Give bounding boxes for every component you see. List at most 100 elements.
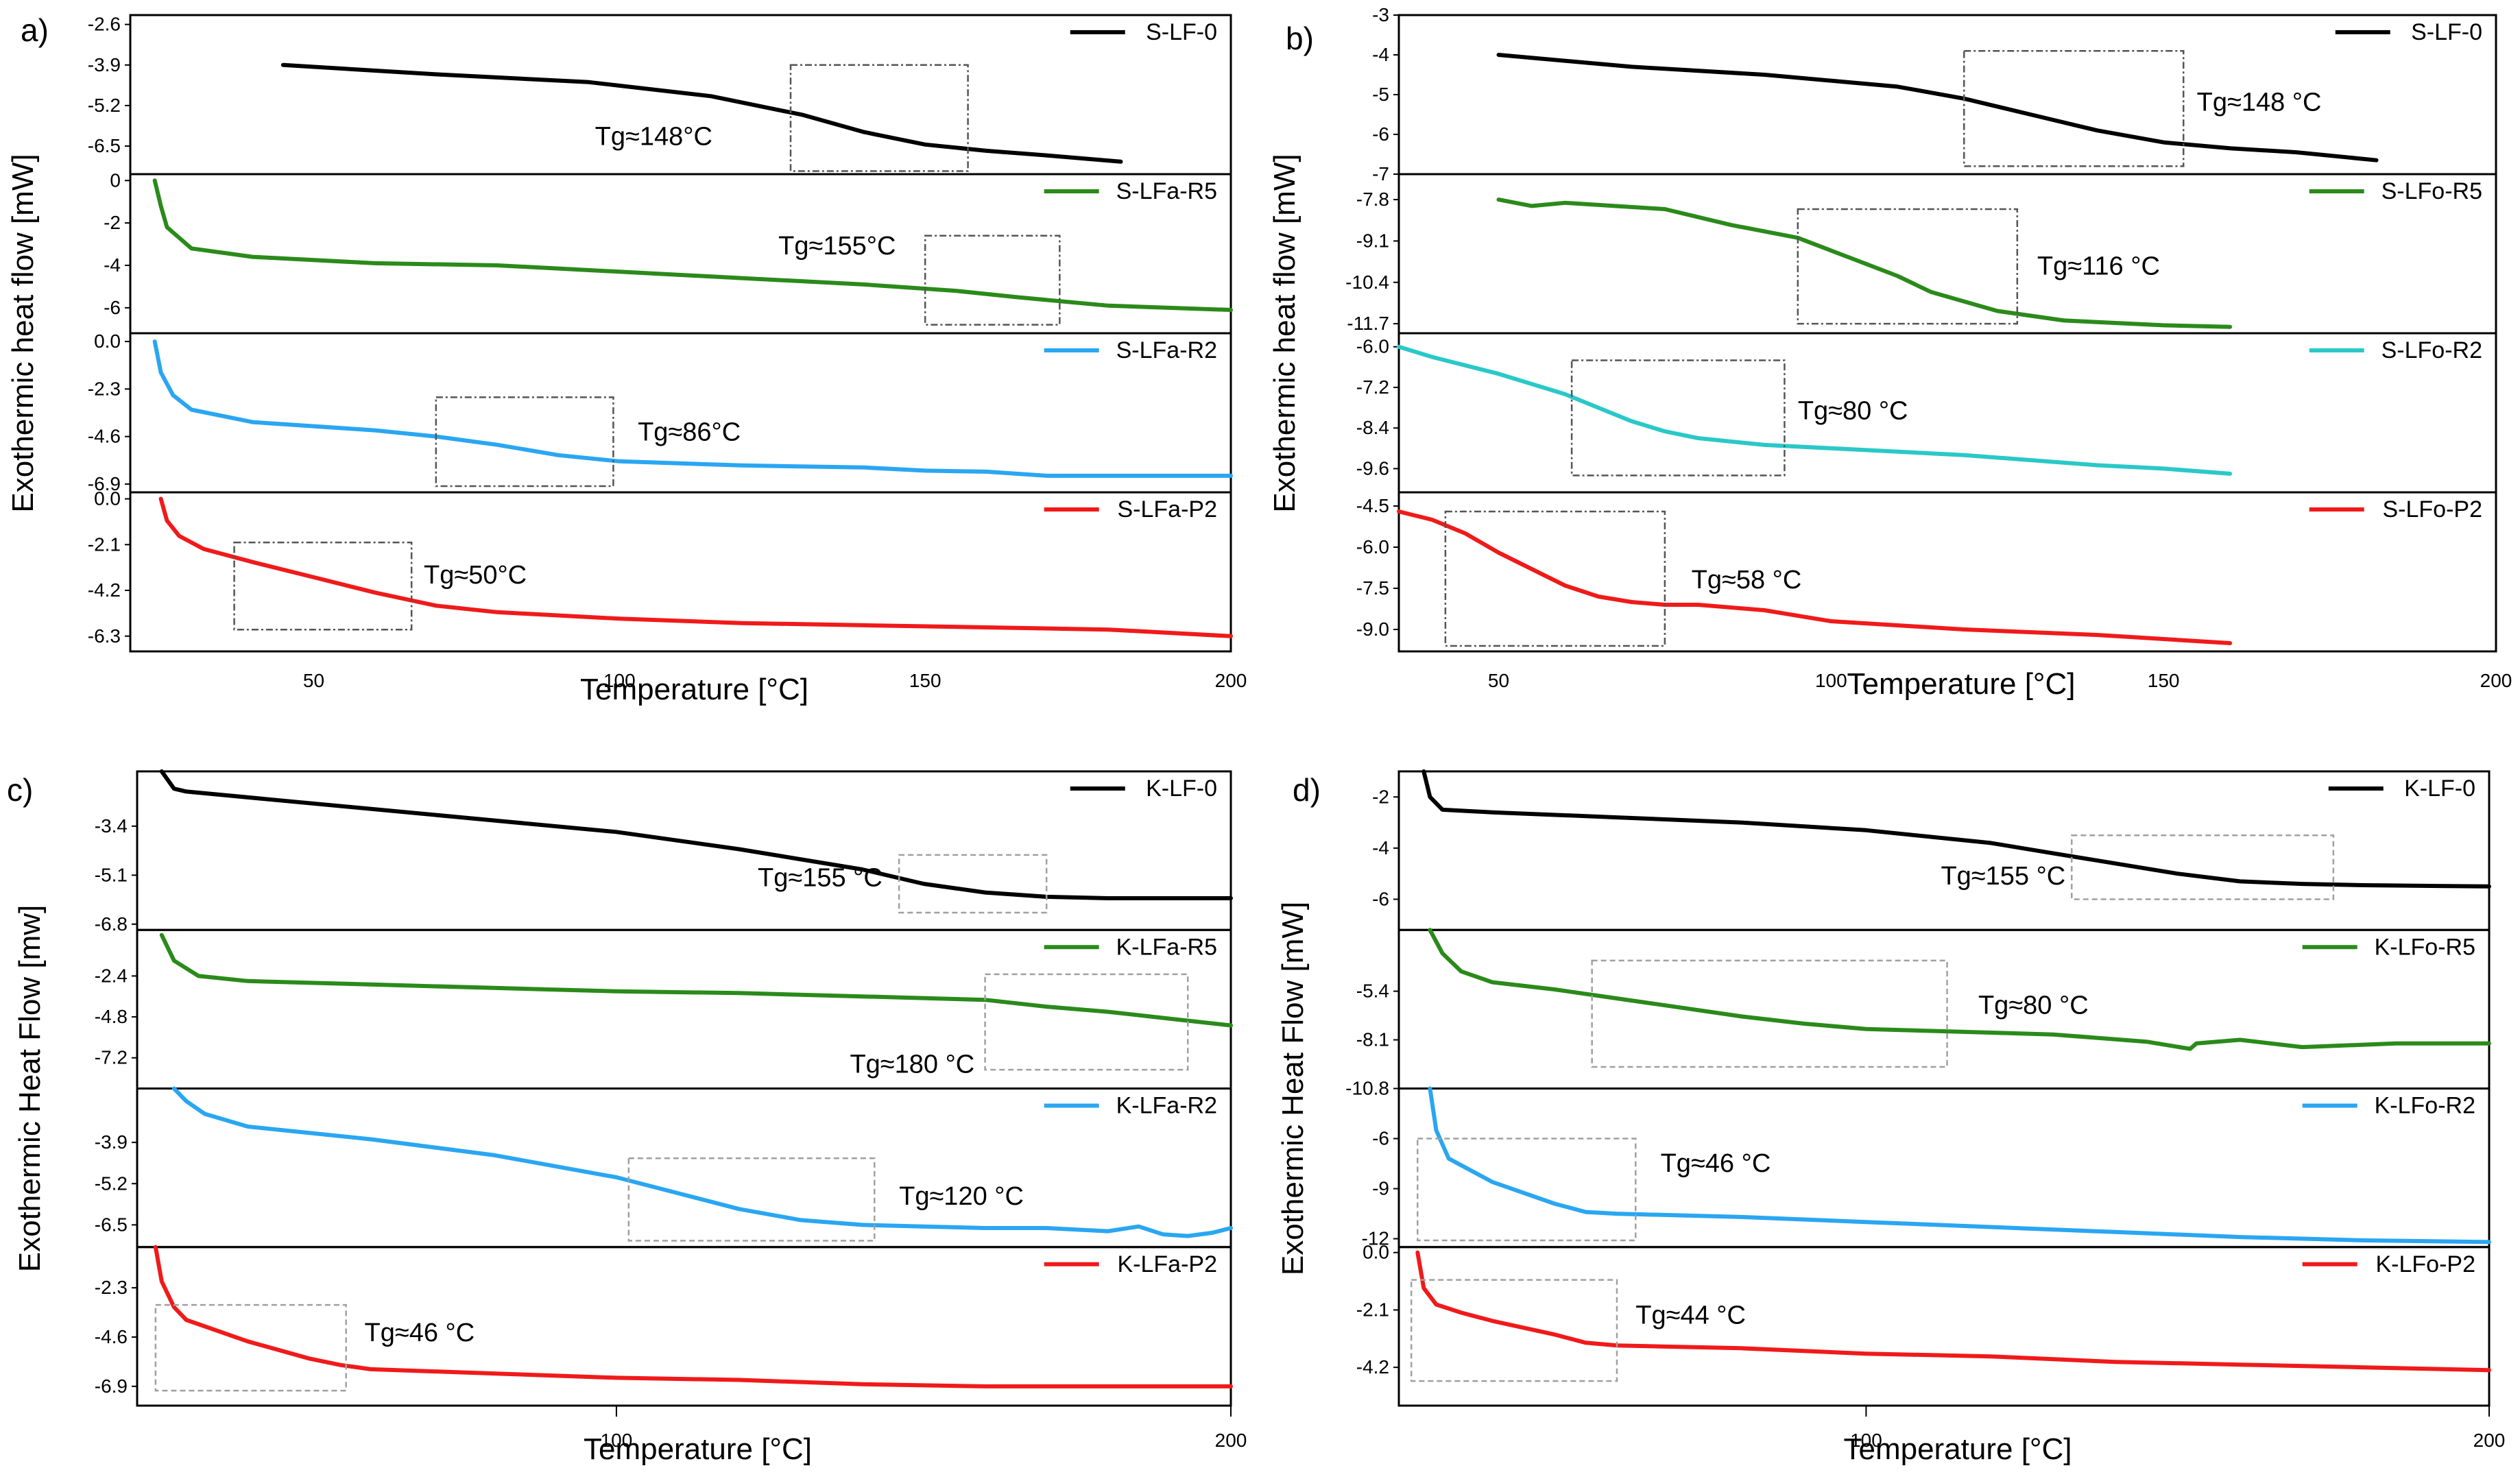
y-tick-label: -5.4: [1356, 981, 1389, 1002]
series-line-S-LFa-R5: [152, 178, 1233, 312]
legend-label: K-LFa-R2: [1116, 1093, 1217, 1119]
subplot-K-LF-0: -3.4 -5.1 -6.8 Tg≈155 °C K-LF-0: [95, 769, 1233, 935]
y-tick-label: -2.4: [95, 965, 128, 986]
x-axis-title: Temperature [°C]: [580, 673, 808, 706]
subplot-frame: [1397, 1246, 2491, 1407]
y-tick-label: -6: [1372, 123, 1389, 145]
tg-annotation: Tg≈80 °C: [1798, 397, 1908, 426]
subplot-K-LFa-P2: -2.3 -4.6 -6.9 Tg≈46 °C K-LFa-P2: [95, 1244, 1233, 1407]
subplot-frame: [1397, 491, 2497, 653]
subplot-S-LFo-R5: -7.8 -9.1 -10.4 -11.7 Tg≈116 °C S-LFo-R5: [1345, 173, 2497, 335]
y-tick-label: -5.1: [95, 864, 128, 885]
y-tick-label: -3.9: [95, 1131, 128, 1153]
x-axis-title: Temperature [°C]: [1843, 1432, 2072, 1466]
y-tick-label: -6: [1372, 1128, 1389, 1149]
y-tick-label: -3.9: [88, 54, 121, 75]
y-tick-label: -2.6: [88, 14, 121, 35]
subplot-frame: [1397, 928, 2491, 1090]
x-tick-label: 150: [909, 670, 941, 691]
y-tick-label: -3.4: [95, 815, 128, 837]
tg-region-box: [1963, 49, 2185, 167]
y-tick-label: -2.3: [88, 378, 121, 399]
series-line-S-LFa-R2: [152, 339, 1233, 478]
subplot-S-LFo-P2: -4.5 -6.0 -7.5 -9.0 Tg≈58 °C S-LFo-P2: [1356, 491, 2497, 653]
y-tick-label: -11.7: [1347, 313, 1389, 334]
y-tick-label: -2: [104, 212, 121, 233]
x-tick-label: 100: [1850, 1430, 1882, 1451]
legend-label: S-LF-0: [2411, 19, 2482, 45]
subplot-K-LFa-R2: -3.9 -5.2 -6.5 Tg≈120 °C K-LFa-R2: [95, 1086, 1233, 1249]
subplot-S-LFa-R5: 0 -2 -4 -6 Tg≈155°C S-LFa-R5: [104, 169, 1233, 335]
y-tick-label: -6.8: [95, 913, 128, 935]
tg-annotation: Tg≈155°C: [778, 232, 896, 261]
y-tick-label: -4.2: [1356, 1356, 1389, 1378]
tg-annotation: Tg≈50°C: [424, 561, 527, 590]
tg-region-box: [1417, 1138, 1637, 1242]
y-tick-label: -2: [1372, 786, 1389, 807]
series-line-S-LF-0: [1496, 53, 2379, 163]
legend-label: S-LFa-R5: [1116, 178, 1217, 204]
subplot-frame: [129, 332, 1232, 494]
tg-region-box: [435, 396, 614, 488]
tg-annotation: Tg≈80 °C: [1978, 991, 2089, 1020]
x-tick-label: 100: [601, 1430, 633, 1451]
tg-annotation: Tg≈155 °C: [1941, 862, 2065, 891]
y-tick-label: -9: [1372, 1178, 1389, 1199]
y-axis-title: Exothermic heat flow [mW]: [1268, 154, 1301, 512]
panel-3: c) Exothermic Heat Flow [mw] -3.4 -5.1 -6.8 T…: [7, 769, 1247, 1466]
subplot-S-LFa-R2: 0.0 -2.3 -4.6 -6.9 Tg≈86°C S-LFa-R2: [88, 330, 1233, 494]
y-tick-label: -7.8: [1356, 189, 1389, 210]
panel-1: a)Exothermic heat flow [mW]-2.6-3.9-5.2-…: [6, 12, 1247, 706]
y-tick-label: -8.4: [1356, 417, 1389, 438]
tg-annotation: Tg≈46 °C: [365, 1319, 475, 1347]
legend-label: K-LFa-P2: [1118, 1251, 1218, 1277]
subplot-K-LFo-P2: 0.0 -2.1 -4.2 Tg≈44 °C K-LFo-P2: [1356, 1242, 2491, 1407]
y-tick-label: -7.5: [1356, 577, 1389, 599]
tg-annotation: Tg≈44 °C: [1635, 1301, 1746, 1330]
panel-letter: c): [7, 772, 33, 808]
x-axis-title: Temperature [°C]: [1847, 667, 2075, 701]
tg-annotation: Tg≈148 °C: [2197, 88, 2322, 117]
y-tick-label: -3: [1372, 4, 1389, 25]
y-tick-label: -10.4: [1345, 272, 1389, 293]
subplot-frame: [129, 173, 1232, 335]
y-tick-label: -12: [1362, 1228, 1389, 1249]
y-tick-label: -6.3: [88, 625, 121, 647]
legend-label: S-LFo-R5: [2381, 178, 2482, 204]
legend-label: S-LFo-R2: [2381, 337, 2482, 363]
subplot-frame: [129, 491, 1232, 653]
legend-label: S-LFa-R2: [1116, 337, 1217, 363]
y-tick-label: -4: [1372, 44, 1389, 65]
subplot-K-LFo-R2: -6 -9 -12 Tg≈46 °C K-LFo-R2: [1362, 1086, 2491, 1249]
y-tick-label: 0.0: [94, 330, 121, 352]
legend-label: S-LF-0: [1146, 19, 1217, 45]
legend-label: K-LF-0: [2404, 775, 2475, 802]
y-axis-title: Exothermic Heat Flow [mW]: [1276, 902, 1310, 1275]
tg-region-box: [627, 1157, 876, 1242]
y-tick-label: -7: [1372, 163, 1389, 184]
y-tick-label: -4: [1372, 837, 1389, 858]
tg-annotation: Tg≈120 °C: [899, 1182, 1024, 1211]
x-tick-label: 50: [1488, 670, 1509, 691]
y-tick-label: 0: [110, 169, 121, 191]
y-tick-label: -6.9: [95, 1375, 128, 1397]
series-line-S-LFo-R2: [1397, 344, 2233, 476]
legend-label: K-LFo-P2: [2376, 1251, 2476, 1277]
subplot-frame: [136, 770, 1232, 931]
y-tick-label: -9.6: [1356, 457, 1389, 479]
x-tick-label: 200: [1215, 670, 1247, 691]
y-tick-label: 0.0: [94, 488, 121, 509]
x-tick-label: 200: [1215, 1430, 1247, 1451]
y-tick-label: -6.5: [95, 1214, 128, 1235]
legend-label: K-LF-0: [1146, 775, 1217, 802]
y-tick-label: -6.9: [88, 473, 121, 494]
y-tick-label: -10.8: [1345, 1078, 1389, 1099]
series-line-K-LFo-R5: [1428, 928, 2491, 1051]
y-tick-label: -4.2: [88, 579, 121, 601]
x-tick-label: 200: [2480, 670, 2512, 691]
tg-region-box: [1444, 510, 1666, 647]
y-tick-label: -6: [1372, 888, 1389, 909]
x-axis-title: Temperature [°C]: [584, 1432, 812, 1466]
x-tick-label: 150: [2148, 670, 2180, 691]
